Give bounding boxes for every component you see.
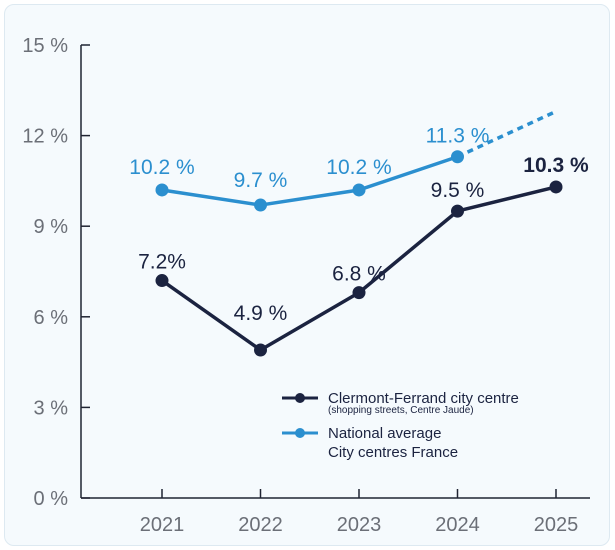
y-tick-label: 6 % — [34, 307, 69, 329]
y-tick-label: 3 % — [34, 397, 69, 419]
legend-marker-national — [295, 428, 305, 438]
series-projection — [456, 109, 557, 159]
data-point — [352, 286, 366, 300]
series-line — [161, 155, 459, 207]
x-tick-label: 2021 — [140, 514, 185, 536]
data-point — [254, 198, 267, 212]
data-point — [451, 204, 464, 218]
data-point — [352, 183, 366, 197]
x-tick-label: 2024 — [435, 514, 480, 536]
x-tick-label: 2025 — [534, 514, 579, 536]
data-label: 4.9 % — [234, 302, 288, 325]
chart-card — [4, 4, 610, 546]
data-point — [451, 150, 464, 164]
data-label: 7.2% — [138, 251, 186, 274]
legend-note-national: City centres France — [328, 444, 458, 461]
legend-label-clermont: Clermont-Ferrand city centre — [328, 390, 519, 407]
x-tick-label: 2023 — [337, 514, 382, 536]
x-axis: 2021 2022 2023 2024 2025 — [81, 489, 590, 536]
data-label: 11.3 % — [426, 125, 490, 148]
x-tick-label: 2022 — [238, 514, 283, 536]
y-axis: 0 % 3 % 6 % 9 % 12 % 15 % — [22, 35, 90, 510]
data-label: 10.2 % — [326, 156, 391, 179]
data-label: 10.3 % — [523, 154, 589, 177]
data-point — [549, 180, 563, 194]
data-label: 6.8 % — [332, 263, 386, 286]
y-tick-label: 15 % — [22, 35, 68, 57]
data-point — [254, 343, 267, 357]
data-point — [155, 274, 169, 288]
y-tick-label: 9 % — [34, 216, 69, 238]
series-points — [155, 150, 563, 357]
data-label: 10.2 % — [129, 156, 194, 179]
series-lines — [160, 109, 557, 352]
data-labels: 7.2% 4.9 % 6.8 % 9.5 % 10.3 % 10.2 % 9.7 % 10.2… — [129, 125, 589, 325]
legend-note-clermont: (shopping streets, Centre Jaude) — [328, 405, 474, 416]
legend: Clermont-Ferrand city centre (shopping s… — [282, 390, 519, 461]
y-tick-label: 12 % — [22, 126, 68, 148]
data-point — [155, 183, 169, 197]
data-label: 9.5 % — [431, 179, 485, 202]
legend-label-national: National average — [328, 425, 441, 442]
data-label: 9.7 % — [234, 169, 288, 192]
y-tick-label: 0 % — [34, 488, 69, 510]
legend-marker-clermont — [295, 393, 305, 403]
